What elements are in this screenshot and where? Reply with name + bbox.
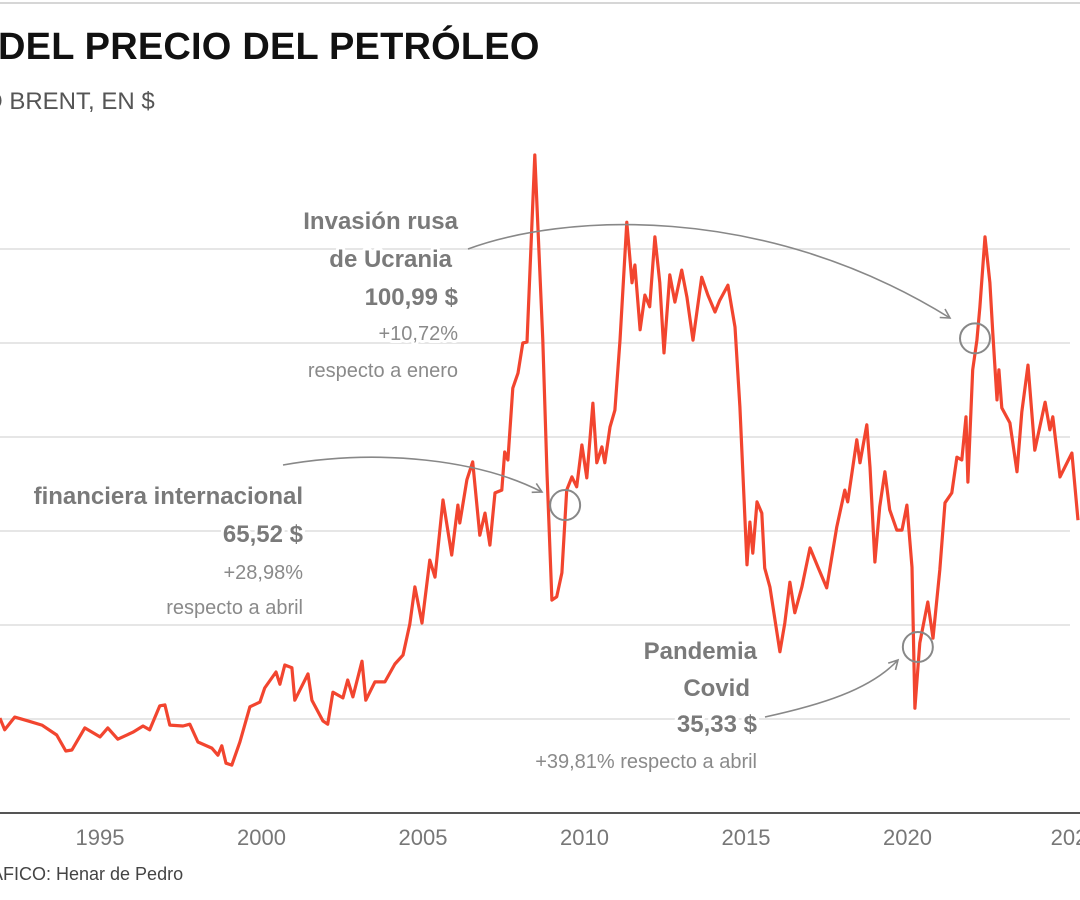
annotation-title: de Ucrania xyxy=(329,246,452,273)
arrow-invasion xyxy=(467,223,952,319)
annotation-note: respecto a abril xyxy=(166,597,303,619)
x-tick-label: 202 xyxy=(1051,825,1080,850)
annotation-circle xyxy=(549,489,582,522)
annotation-circle xyxy=(959,322,992,355)
x-tick-label: 2005 xyxy=(399,825,448,850)
annotation-change: +39,81% respecto a abril xyxy=(535,751,757,773)
annotation-title: Covid xyxy=(683,675,750,702)
annotation-markers xyxy=(549,322,992,663)
x-axis-ticks: 1995 2000 2005 2010 2015 2020 202 xyxy=(76,825,1080,850)
x-tick-label: 2020 xyxy=(883,825,932,850)
arrow-pandemic xyxy=(764,658,900,718)
arrow-crisis xyxy=(282,456,544,494)
credit: ÁFICO: Henar de Pedro xyxy=(0,864,184,884)
annotation-change: +10,72% xyxy=(378,323,458,345)
chart-title: DEL PRECIO DEL PETRÓLEO xyxy=(0,26,540,68)
annotation-title: Invasión rusa xyxy=(303,208,458,235)
x-tick-label: 2015 xyxy=(722,825,771,850)
x-tick-label: 2000 xyxy=(237,825,286,850)
annotation-circle xyxy=(901,630,934,663)
annotation-invasion: Invasión rusa de Ucrania 100,99 $ +10,72… xyxy=(300,205,461,385)
annotation-title: Pandemia xyxy=(644,638,758,665)
annotation-change: +28,98% xyxy=(223,562,303,584)
x-tick-label: 1995 xyxy=(76,825,125,850)
top-rule xyxy=(0,2,1080,4)
annotation-title: financiera internacional xyxy=(34,483,303,510)
annotation-value: 35,33 $ xyxy=(677,711,758,738)
annotation-value: 100,99 $ xyxy=(365,284,459,311)
annotation-crisis: financiera internacional 65,52 $ +28,98%… xyxy=(31,480,307,622)
chart-subtitle: O BRENT, EN $ xyxy=(0,88,155,115)
x-tick-label: 2010 xyxy=(560,825,609,850)
annotation-pandemic: Pandemia Covid 35,33 $ +39,81% respecto … xyxy=(532,635,760,776)
gridlines xyxy=(0,248,1080,814)
annotation-note: respecto a enero xyxy=(308,360,458,382)
annotation-value: 65,52 $ xyxy=(223,521,304,548)
brent-price-line xyxy=(0,153,1080,767)
